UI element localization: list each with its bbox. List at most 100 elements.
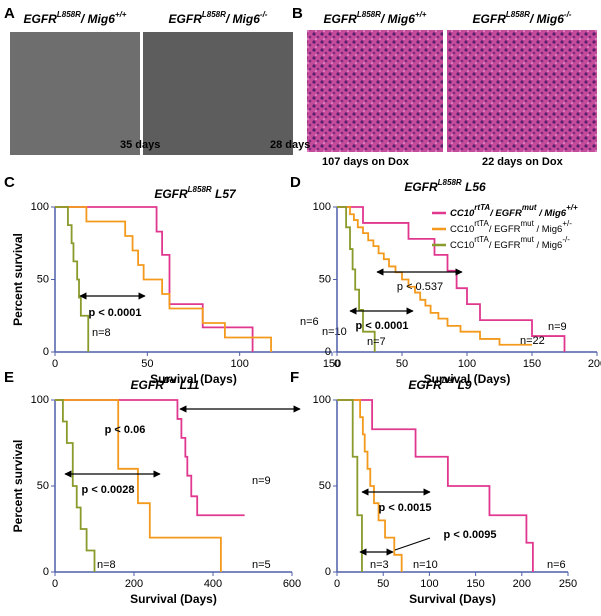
y-tick-label: 50 — [37, 480, 49, 492]
legend-entry-part: / Mig6 — [537, 208, 567, 219]
x-tick-label: 100 — [230, 358, 248, 370]
chart-title-part: L858R — [438, 178, 462, 187]
survival-curve — [55, 206, 254, 352]
legend-entry-part: CC10 — [450, 208, 475, 219]
n-label: n=3 — [370, 559, 389, 571]
genotype-label-part: -/- — [564, 10, 572, 19]
survival-curve — [337, 399, 534, 572]
x-tick-label: 400 — [204, 578, 222, 590]
x-tick-label: 50 — [377, 578, 389, 590]
legend-entry-part: rtTA — [474, 235, 489, 244]
x-tick-label: 200 — [513, 578, 531, 590]
genotype-label: EGFRL858R/ Mig6-/- — [169, 10, 268, 26]
chart-title-part: EGFR — [404, 180, 438, 194]
legend-entry: CC10rtTA/ EGFRmut / Mig6+/+ — [450, 203, 578, 218]
chart-title-part: L9 — [454, 378, 472, 392]
genotype-label-part: L858R — [357, 10, 381, 19]
mri-image — [10, 32, 140, 155]
legend-entry-part: CC10 — [450, 240, 474, 251]
legend-entry-part: -/- — [562, 235, 570, 244]
x-tick-label: 0 — [52, 358, 58, 370]
y-tick-label: 0 — [325, 566, 331, 578]
genotype-label-part: +/+ — [415, 10, 427, 19]
y-axis-label: Percent survival — [11, 440, 25, 533]
n-label: n=9 — [252, 475, 271, 487]
genotype-label-part: +/+ — [115, 10, 127, 19]
x-tick-label: 250 — [559, 578, 577, 590]
p-value: p < 0.0095 — [444, 529, 497, 541]
legend-entry-part: / Mig6 — [534, 240, 563, 251]
n-label: n=9 — [548, 321, 567, 333]
chart-title-part: L57 — [212, 187, 237, 201]
survival-curve — [337, 399, 363, 572]
genotype-label-part: / Mig6 — [80, 12, 115, 26]
p-value: p < 0.537 — [397, 281, 443, 293]
chart-title-part: EGFR — [154, 187, 188, 201]
x-axis-label: Survival (Days) — [424, 372, 511, 386]
image-caption: 107 days on Dox — [322, 156, 410, 168]
legend-entry-part: +/+ — [566, 203, 578, 212]
chart-title: EGFRL858R L57 — [154, 185, 237, 201]
x-tick-label: 200 — [125, 578, 143, 590]
genotype-label-part: / Mig6 — [529, 12, 564, 26]
legend-entry-part: rtTA — [474, 203, 490, 212]
legend-entry-part: +/- — [562, 219, 572, 228]
genotype-label-part: L858R — [57, 10, 81, 19]
y-tick-label: 0 — [43, 346, 49, 358]
genotype-label: EGFRL858R/ Mig6+/+ — [324, 10, 427, 26]
x-tick-label: 50 — [396, 358, 408, 370]
genotype-label-part: / Mig6 — [380, 12, 415, 26]
x-tick-label: 100 — [458, 358, 476, 370]
survival-curve — [55, 399, 222, 572]
p-value: p < 0.0001 — [356, 320, 409, 332]
x-axis-label: Survival (Days) — [150, 372, 237, 386]
survival-curve — [55, 206, 272, 352]
legend-entry-part: / Mig6 — [534, 224, 563, 235]
panel-letter: A — [4, 5, 15, 22]
x-tick-label: 50 — [141, 358, 153, 370]
x-tick-label: 0 — [334, 358, 340, 370]
n-label: n=7 — [367, 336, 386, 348]
chart-title: EGFRDel L9 — [408, 376, 471, 392]
n-label: n=10 — [322, 326, 347, 338]
n-label: n=6 — [300, 316, 319, 328]
survival-curve — [55, 399, 245, 517]
chart-title: EGFRL858R L56 — [404, 178, 486, 194]
image-caption: 35 days — [120, 139, 160, 151]
survival-curve — [337, 399, 403, 572]
panel-letter: F — [290, 369, 299, 386]
image-caption: 28 days — [270, 139, 310, 151]
genotype-label-part: L858R — [202, 10, 226, 19]
y-tick-label: 50 — [319, 273, 331, 285]
survival-curve — [55, 206, 90, 352]
n-label: n=10 — [413, 559, 438, 571]
survival-curve — [55, 399, 96, 572]
genotype-label-part: -/- — [260, 10, 268, 19]
y-tick-label: 100 — [31, 201, 49, 213]
x-tick-label: 600 — [283, 578, 301, 590]
y-tick-label: 100 — [313, 201, 331, 213]
histology-image — [307, 30, 443, 152]
p-value: p < 0.0015 — [379, 502, 432, 514]
chart-title: EGFRDel L11 — [131, 376, 200, 392]
survival-curve — [337, 206, 532, 346]
n-label: n=8 — [97, 559, 116, 571]
legend-entry-part: mut — [520, 235, 534, 244]
y-tick-label: 50 — [37, 273, 49, 285]
y-tick-label: 0 — [325, 346, 331, 358]
n-label: n=6 — [547, 559, 566, 571]
x-tick-label: 150 — [323, 358, 341, 370]
genotype-label-part: EGFR — [473, 12, 507, 26]
legend-entry-part: mut — [522, 203, 537, 212]
chart-title-part: L56 — [462, 180, 486, 194]
y-tick-label: 50 — [319, 480, 331, 492]
genotype-label-part: L858R — [506, 10, 530, 19]
chart-title-part: EGFR — [408, 378, 442, 392]
x-tick-label: 200 — [588, 358, 601, 370]
p-value: p < 0.06 — [105, 424, 146, 436]
genotype-label-part: EGFR — [324, 12, 358, 26]
chart-title-part: Del — [442, 376, 455, 385]
y-tick-label: 100 — [31, 394, 49, 406]
p-value: p < 0.0001 — [89, 307, 142, 319]
